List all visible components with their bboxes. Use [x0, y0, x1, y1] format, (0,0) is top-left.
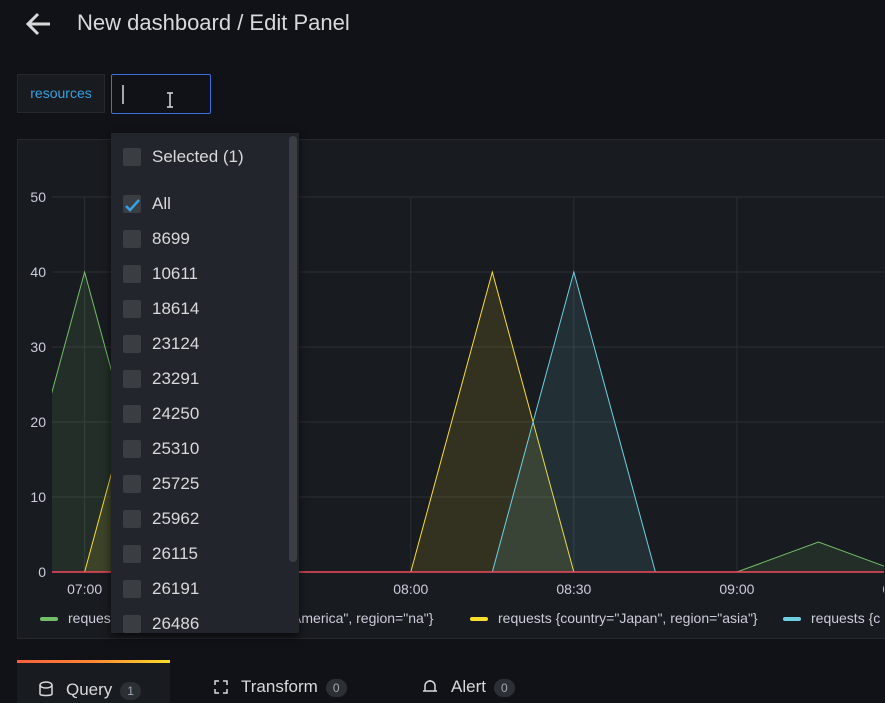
checkmark — [125, 199, 140, 212]
checkbox — [123, 370, 141, 388]
tab-count: 1 — [120, 681, 141, 700]
option[interactable]: 26486 — [111, 609, 291, 633]
checkbox — [123, 300, 141, 318]
y-tick-label: 20 — [30, 414, 46, 430]
option-label: 18614 — [152, 299, 200, 318]
variable-label: resources — [17, 74, 105, 113]
tab-label: Transform — [241, 677, 318, 696]
option[interactable]: All — [111, 189, 291, 219]
tab-count: 0 — [325, 678, 347, 697]
checkbox — [123, 230, 141, 248]
y-tick-label: 40 — [30, 264, 46, 280]
option-label: 8699 — [152, 229, 190, 248]
option-label: 25962 — [152, 509, 200, 528]
icon — [39, 681, 53, 697]
option-label: 26486 — [152, 614, 200, 633]
x-tick-label: 08:30 — [556, 581, 591, 597]
checkbox — [123, 510, 141, 528]
option[interactable]: 18614 — [111, 294, 291, 324]
option[interactable]: 10611 — [111, 259, 291, 289]
legend-label: requests {c — [811, 610, 880, 626]
option[interactable]: 24250 — [111, 399, 291, 429]
checkbox — [123, 335, 141, 353]
cursor — [122, 85, 173, 108]
option-label: 26191 — [152, 579, 200, 598]
legend-swatch — [783, 617, 801, 621]
scrollbar[interactable] — [289, 136, 297, 562]
option-label: 23291 — [152, 369, 200, 388]
icon — [214, 680, 228, 694]
option-label: 25725 — [152, 474, 200, 493]
tab-count: 0 — [493, 678, 515, 697]
option[interactable]: 25310 — [111, 434, 291, 464]
option[interactable]: 26115 — [111, 539, 291, 569]
tab-label: Query — [66, 680, 113, 699]
checkbox — [123, 440, 141, 458]
checkbox — [123, 195, 141, 213]
checkbox — [123, 405, 141, 423]
x-tick-label: 08:00 — [393, 581, 428, 597]
tab-label: Alert — [451, 677, 486, 696]
option-label: 10611 — [152, 264, 199, 283]
checkbox — [123, 545, 141, 563]
selected-toggle[interactable]: Selected (1) — [111, 142, 291, 172]
legend-swatch — [40, 617, 58, 621]
legend-label: requests {country="Japan", region="asia"… — [498, 610, 758, 626]
y-tick-label: 10 — [30, 489, 46, 505]
icon — [423, 680, 437, 692]
selected-label: Selected (1) — [152, 147, 244, 166]
option-label: All — [152, 194, 171, 213]
option[interactable]: 8699 — [111, 224, 291, 254]
option-label: 26115 — [152, 544, 199, 563]
option[interactable]: 23291 — [111, 364, 291, 394]
back-button[interactable] — [24, 10, 54, 38]
variable-input[interactable] — [111, 74, 211, 114]
dropdown: Selected (1) All 8699 10611 18614 23124 23291… — [111, 133, 299, 633]
option[interactable]: 25962 — [111, 504, 291, 534]
option-label: 23124 — [152, 334, 200, 353]
option[interactable]: 26191 — [111, 574, 291, 604]
page-title: New dashboard / Edit Panel — [77, 10, 350, 35]
tab[interactable]: Query 1 — [17, 660, 170, 703]
y-tick-label: 30 — [30, 339, 46, 355]
checkbox — [123, 265, 141, 283]
option[interactable]: 23124 — [111, 329, 291, 359]
checkbox — [123, 615, 141, 633]
option-label: 25310 — [152, 439, 200, 458]
x-tick-label: 09:30 — [882, 581, 885, 597]
x-tick-label: 07:00 — [67, 581, 102, 597]
legend-swatch — [470, 617, 488, 621]
checkbox — [123, 580, 141, 598]
y-tick-label: 50 — [30, 189, 46, 205]
y-tick-label: 0 — [38, 564, 46, 580]
option-label: 24250 — [152, 404, 200, 423]
x-tick-label: 09:00 — [719, 581, 754, 597]
checkbox — [123, 475, 141, 493]
series-area — [52, 272, 884, 572]
option[interactable]: 25725 — [111, 469, 291, 499]
